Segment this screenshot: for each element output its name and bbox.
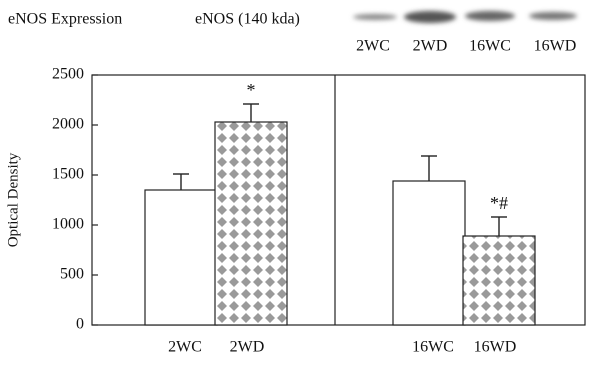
bar <box>215 122 287 325</box>
blot-lane-label: 2WC <box>356 38 390 55</box>
y-tick-label: 500 <box>60 266 84 283</box>
blot-lane-label: 16WC <box>469 38 511 55</box>
y-tick-label: 0 <box>76 316 84 333</box>
y-axis-label: Optical Density <box>5 152 21 247</box>
x-tick-label: 2WD <box>230 339 265 356</box>
chart: eNOS Expression eNOS (140 kda) Optical D… <box>0 0 590 362</box>
y-tick-label: 1500 <box>52 166 84 183</box>
annotation: * <box>247 80 256 100</box>
blot-lane-label: 2WD <box>413 38 448 55</box>
blot-image <box>353 11 577 23</box>
annotation: *# <box>490 193 508 213</box>
x-tick-label: 2WC <box>168 339 202 356</box>
page: {"chart_data": {"type": "bar", "title": … <box>0 0 590 367</box>
x-tick-label: 16WD <box>474 339 517 356</box>
chart-title: eNOS Expression <box>8 11 122 28</box>
y-tick-label: 2000 <box>52 116 84 133</box>
y-tick-label: 2500 <box>52 66 84 83</box>
x-tick-label: 16WC <box>412 339 454 356</box>
y-tick-label: 1000 <box>52 216 84 233</box>
bar <box>463 236 535 325</box>
blot-label: eNOS (140 kda) <box>195 11 300 28</box>
blot-lane-label: 16WD <box>534 38 577 55</box>
bar <box>145 190 217 325</box>
bar <box>393 181 465 325</box>
